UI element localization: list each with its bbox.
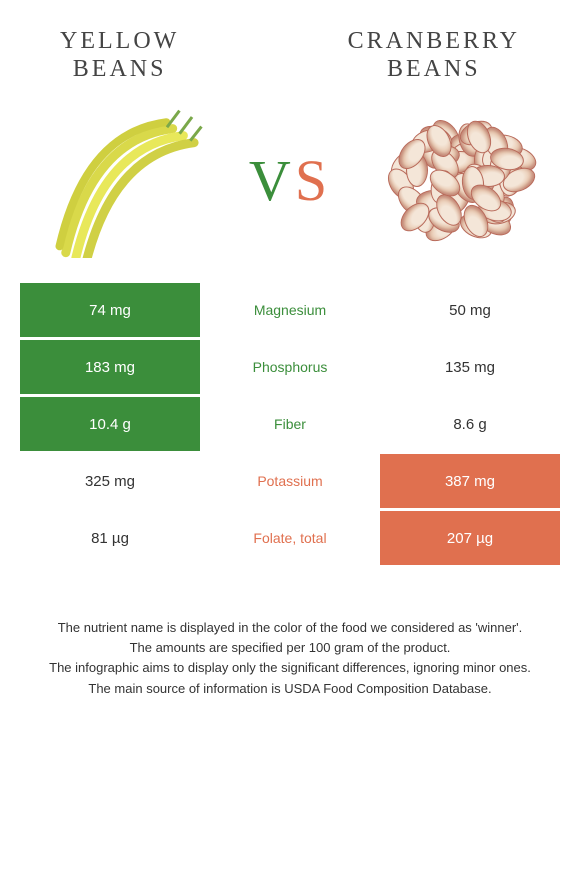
left-value: 325 mg [20,454,200,508]
vs-s: S [295,148,331,213]
nutrient-row: 10.4 gFiber8.6 g [20,397,560,451]
nutrient-row: 183 mgPhosphorus135 mg [20,340,560,394]
header: YELLOWBEANS CRANBERRYBEANS [0,0,580,93]
footnote-line: The main source of information is USDA F… [20,679,560,699]
footnote-line: The amounts are specified per 100 gram o… [20,638,560,658]
left-food-image [30,103,205,258]
right-value: 387 mg [380,454,560,508]
footnote-line: The nutrient name is displayed in the co… [20,618,560,638]
nutrient-label: Folate, total [203,511,377,565]
right-value: 8.6 g [380,397,560,451]
nutrient-label: Fiber [203,397,377,451]
nutrient-row: 81 µgFolate, total207 µg [20,511,560,565]
right-value: 135 mg [380,340,560,394]
comparison-table: 74 mgMagnesium50 mg183 mgPhosphorus135 m… [0,283,580,565]
nutrient-label: Magnesium [203,283,377,337]
nutrient-label: Potassium [203,454,377,508]
right-food-image [375,103,550,258]
hero-row: VS [0,93,580,283]
vs-v: V [249,148,295,213]
right-title: CRANBERRYBEANS [348,28,520,83]
footnote-line: The infographic aims to display only the… [20,658,560,678]
nutrient-row: 325 mgPotassium387 mg [20,454,560,508]
vs-label: VS [249,147,331,214]
left-title: YELLOWBEANS [60,28,179,83]
right-value: 207 µg [380,511,560,565]
nutrient-row: 74 mgMagnesium50 mg [20,283,560,337]
right-value: 50 mg [380,283,560,337]
left-value: 183 mg [20,340,200,394]
left-value: 81 µg [20,511,200,565]
footnotes: The nutrient name is displayed in the co… [0,568,580,699]
left-value: 10.4 g [20,397,200,451]
nutrient-label: Phosphorus [203,340,377,394]
left-value: 74 mg [20,283,200,337]
